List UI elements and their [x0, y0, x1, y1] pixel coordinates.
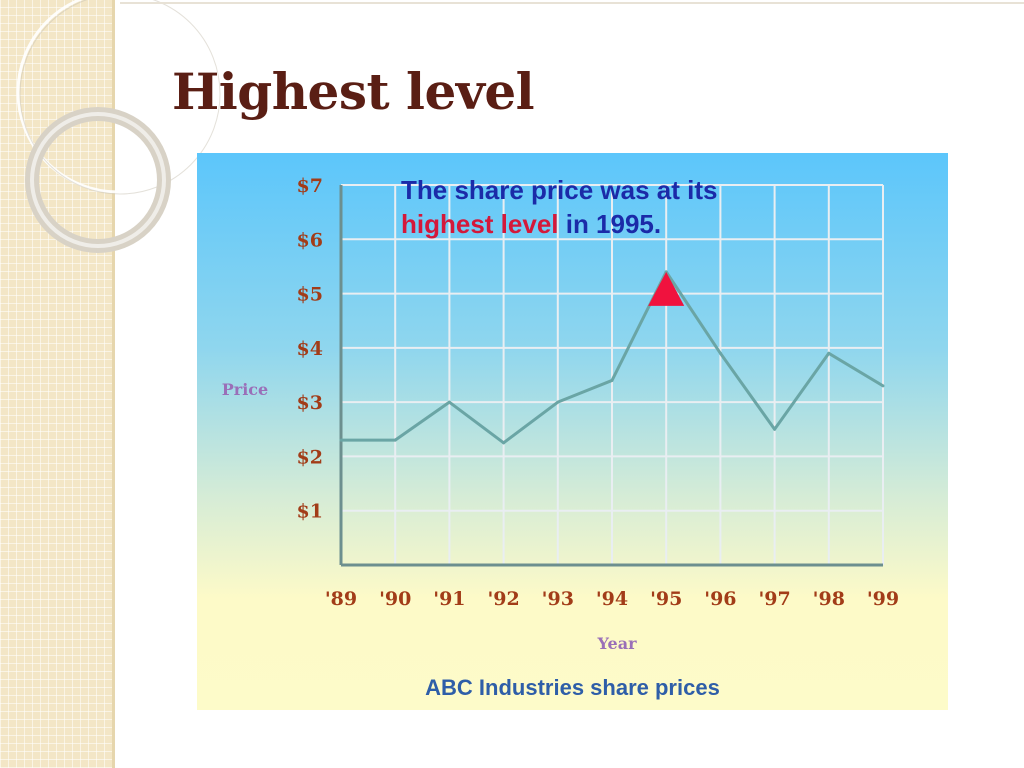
data-point	[773, 427, 777, 431]
y-tick-label: $7	[297, 175, 323, 197]
data-point	[827, 351, 831, 355]
x-tick-label: '90	[379, 588, 411, 610]
data-point	[339, 438, 343, 442]
data-point	[393, 438, 397, 442]
chart-title: ABC Industries share prices	[425, 675, 720, 700]
chart-annotation: The share price was at its highest level…	[401, 173, 717, 241]
decorative-ring-small-highlight	[30, 112, 166, 248]
y-tick-label: $6	[297, 229, 323, 251]
data-point	[610, 378, 614, 382]
data-point	[556, 400, 560, 404]
y-tick-label: $4	[297, 338, 323, 360]
share-price-chart: $1 $2 $3 $4 $5 $6 $7 '89 '90 '91 '92 '93 '94 '95 '96 '9…	[222, 175, 899, 653]
annotation-text-line2: in 1995.	[558, 209, 662, 239]
y-tick-label: $3	[297, 392, 323, 414]
x-tick-label: '99	[867, 588, 899, 610]
x-axis-label: Year	[596, 634, 637, 653]
annotation-highlight: highest level	[401, 209, 559, 239]
y-tick-label: $2	[297, 446, 323, 468]
x-tick-label: '97	[758, 588, 790, 610]
data-point	[881, 384, 885, 388]
page-title: Highest level	[172, 62, 535, 121]
highest-level-marker	[648, 271, 685, 306]
x-tick-label: '95	[650, 588, 682, 610]
x-tick-label: '89	[325, 588, 357, 610]
decorative-ring-large-shadow	[19, 0, 221, 195]
x-tick-label: '96	[704, 588, 736, 610]
data-point	[502, 441, 506, 445]
y-axis-label: Price	[222, 380, 268, 399]
x-tick-label: '93	[542, 588, 574, 610]
x-tick-label: '92	[487, 588, 519, 610]
y-tick-label: $5	[297, 284, 323, 306]
x-tick-label: '91	[433, 588, 465, 610]
x-tick-label: '98	[813, 588, 845, 610]
decorative-rings	[16, 0, 1024, 253]
data-point	[718, 351, 722, 355]
annotation-text-line1: The share price was at its	[401, 175, 718, 205]
x-tick-label: '94	[596, 588, 628, 610]
data-point	[447, 400, 451, 404]
y-tick-label: $1	[297, 501, 323, 523]
decorative-ring-large	[16, 0, 220, 194]
chart-container: $1 $2 $3 $4 $5 $6 $7 '89 '90 '91 '92 '93 '94 '95 '96 '9…	[197, 153, 948, 710]
